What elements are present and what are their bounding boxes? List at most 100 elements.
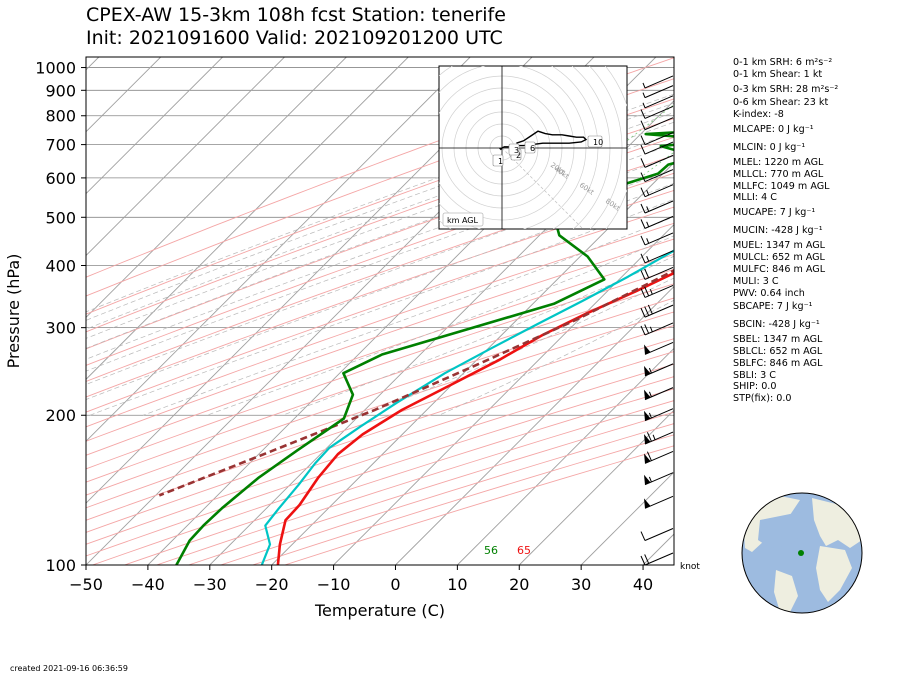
isotherm-line — [209, 100, 674, 565]
wind-barb-flag — [644, 410, 651, 421]
location-globe — [741, 492, 863, 614]
globe-outline — [741, 492, 863, 614]
wind-barb — [640, 322, 674, 336]
dewpoint-trace — [260, 249, 674, 565]
moist-adiabat-line — [282, 255, 674, 416]
index-line: SHIP: 0.0 — [733, 381, 777, 392]
chart-title-line-1: CPEX-AW 15-3km 108h fcst Station: teneri… — [86, 4, 506, 26]
y-tick-label: 200 — [45, 406, 76, 425]
x-tick-label: −30 — [193, 575, 227, 594]
wind-barb-half — [646, 206, 650, 212]
isotherm-line — [86, 57, 285, 257]
wind-barb-full — [640, 120, 646, 130]
wind-barb-staff — [644, 75, 674, 89]
index-line: SBLI: 3 C — [733, 370, 776, 381]
wind-barb — [644, 408, 674, 422]
mixing-ratio-line — [884, 57, 906, 178]
index-line: 0-6 km Shear: 23 kt — [733, 97, 829, 108]
wind-barb-full — [646, 432, 652, 442]
wind-barb-full — [640, 203, 646, 214]
y-tick-label: 300 — [45, 319, 76, 338]
index-line: MLEL: 1220 m AGL — [733, 157, 824, 168]
wind-barb-staff — [644, 284, 674, 298]
wind-barb — [642, 85, 674, 99]
wind-barb — [642, 95, 674, 109]
wind-barb-flag — [644, 389, 651, 400]
wind-barb — [640, 232, 674, 246]
isotherm-line — [86, 57, 162, 133]
isotherm-line — [457, 347, 674, 565]
index-line: SBCIN: -428 J kg⁻¹ — [733, 319, 820, 330]
y-tick-label: 400 — [45, 256, 76, 275]
dry-adiabat-line — [86, 222, 674, 428]
moist-adiabat-line — [86, 155, 674, 372]
wind-barb-flag — [644, 365, 651, 376]
wind-barb-half — [646, 221, 650, 227]
x-axis-label: Temperature (C) — [314, 601, 445, 620]
x-tick-label: −50 — [69, 575, 103, 594]
wind-barb-staff — [644, 215, 674, 229]
x-tick-label: 10 — [447, 575, 467, 594]
wind-barb-full — [640, 219, 646, 229]
wind-barb — [642, 75, 674, 89]
wind-barb-staff — [644, 95, 674, 109]
index-line: 0-1 km Shear: 1 kt — [733, 69, 823, 80]
moist-adiabat-line — [206, 235, 674, 416]
index-line: MLCAPE: 0 J kg⁻¹ — [733, 124, 814, 135]
index-line: MULCL: 652 m AGL — [733, 252, 825, 263]
mixing-ratio-line — [578, 104, 674, 179]
index-line: SBLCL: 652 m AGL — [733, 346, 823, 357]
wind-barb — [640, 284, 674, 298]
index-line: MULFC: 846 m AGL — [733, 264, 826, 275]
wind-barb-staff — [644, 132, 674, 146]
index-line: K-index: -8 — [733, 109, 784, 120]
station-marker — [798, 550, 804, 556]
wind-barb-half — [652, 434, 656, 440]
wind-barb-half — [648, 391, 652, 398]
wind-barb-flag — [644, 474, 651, 485]
wind-barb — [640, 169, 674, 182]
index-line: MLLI: 4 C — [733, 192, 777, 203]
wind-barb — [640, 117, 674, 131]
wind-barb-flag — [644, 498, 651, 509]
wind-barb — [640, 141, 674, 155]
hodograph-marker-box — [492, 154, 504, 167]
dry-adiabat-line — [86, 268, 674, 470]
isotherm-line — [86, 57, 409, 380]
moist-adiabat-line — [86, 121, 674, 339]
surface-dewpoint-label: 56 — [484, 544, 498, 557]
index-line: MUEL: 1347 m AGL — [733, 240, 826, 251]
wind-barb-full — [646, 451, 652, 461]
wind-barb — [640, 552, 674, 566]
hodograph-marker-box — [524, 141, 536, 154]
wind-barb — [644, 472, 674, 486]
index-line: MULI: 3 C — [733, 276, 779, 287]
wind-barb-full — [640, 325, 646, 336]
isotherm-line — [86, 57, 347, 319]
wind-barb-staff — [644, 552, 674, 566]
index-line: PWV: 0.64 inch — [733, 288, 805, 299]
wind-barb-half — [648, 476, 652, 483]
hodograph-marker-label: 1 — [498, 157, 503, 166]
hodograph-marker-box — [587, 135, 603, 148]
wind-barb-full — [640, 172, 646, 182]
dry-adiabat-line — [86, 78, 674, 297]
wind-barb-half — [648, 367, 652, 374]
hodograph-diagonal — [501, 147, 584, 229]
wind-barb — [640, 215, 674, 229]
wind-barb-staff — [644, 85, 674, 99]
isotherm-line — [395, 285, 674, 565]
x-tick-label: 20 — [509, 575, 529, 594]
wind-barb — [644, 363, 674, 377]
dry-adiabat-line — [86, 338, 674, 533]
x-tick-label: 0 — [390, 575, 400, 594]
wind-barb-full — [640, 555, 646, 566]
isotherm-line — [518, 409, 674, 565]
hodograph-marker-box — [508, 143, 520, 156]
isotherm-line — [86, 57, 223, 195]
x-axis: −50 −40 −30 −20 −10 0 10 20 30 40 — [69, 565, 653, 594]
mixing-ratio-line — [864, 57, 906, 178]
index-line: 0-1 km SRH: 6 m²s⁻² — [733, 57, 833, 68]
wind-barb-staff — [644, 141, 674, 155]
wind-barb-full — [640, 158, 646, 168]
